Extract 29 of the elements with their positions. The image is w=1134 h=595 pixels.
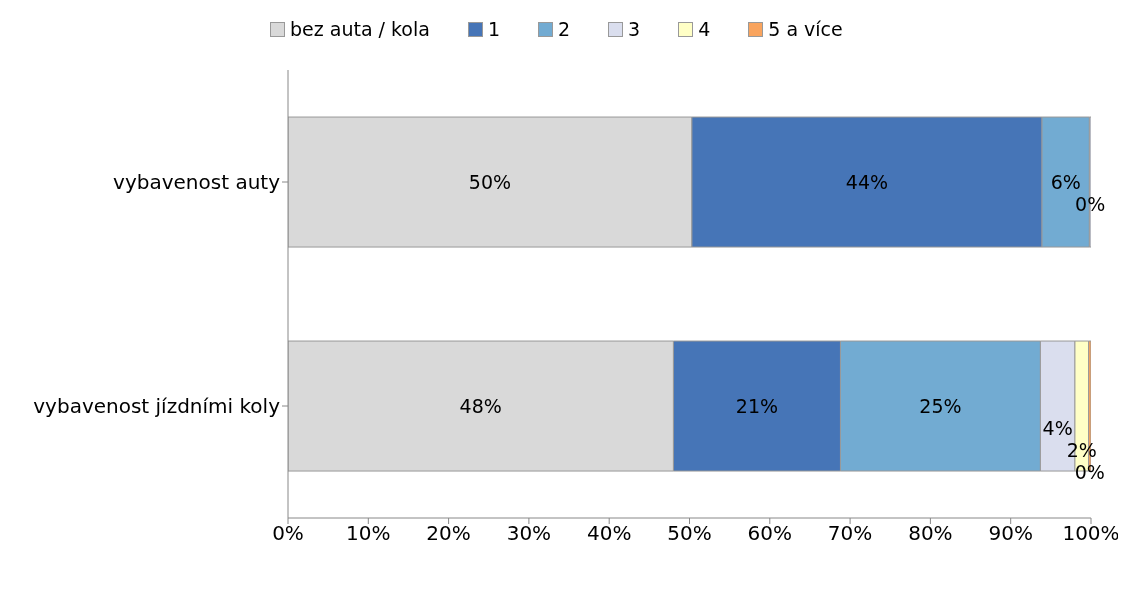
data-label: 0% [1074, 461, 1105, 484]
x-tick-label: 100% [1062, 521, 1120, 546]
x-tick-label: 50% [667, 521, 712, 546]
data-label: 50% [468, 171, 512, 194]
legend-label: 3 [628, 18, 641, 40]
x-tick-label: 70% [827, 521, 873, 546]
data-label: 44% [845, 171, 889, 194]
x-tick-label: 60% [747, 521, 793, 546]
data-label: 21% [735, 395, 779, 418]
legend-label: 5 a více [768, 18, 843, 40]
data-label: 25% [919, 395, 962, 418]
data-label: 48% [459, 395, 502, 418]
legend-label: bez auta / kola [290, 18, 430, 40]
data-label: 6% [1050, 171, 1081, 194]
data-label: 0% [1075, 193, 1106, 216]
data-label: 4% [1042, 417, 1073, 440]
x-tick-label: 80% [908, 521, 953, 546]
x-tick-label: 30% [506, 521, 552, 546]
x-tick-label: 0% [272, 521, 304, 546]
x-tick-label: 20% [426, 521, 471, 546]
x-tick-label: 40% [586, 521, 632, 546]
legend-label: 2 [558, 18, 571, 40]
legend-label: 4 [698, 18, 711, 40]
legend-label: 1 [487, 18, 500, 40]
y-tick-label: vybavenost jízdními koly [33, 394, 281, 419]
y-tick-label: vybavenost auty [113, 170, 281, 195]
data-label: 2% [1066, 439, 1097, 462]
x-tick-label: 90% [988, 521, 1033, 546]
x-tick-label: 10% [346, 521, 391, 546]
